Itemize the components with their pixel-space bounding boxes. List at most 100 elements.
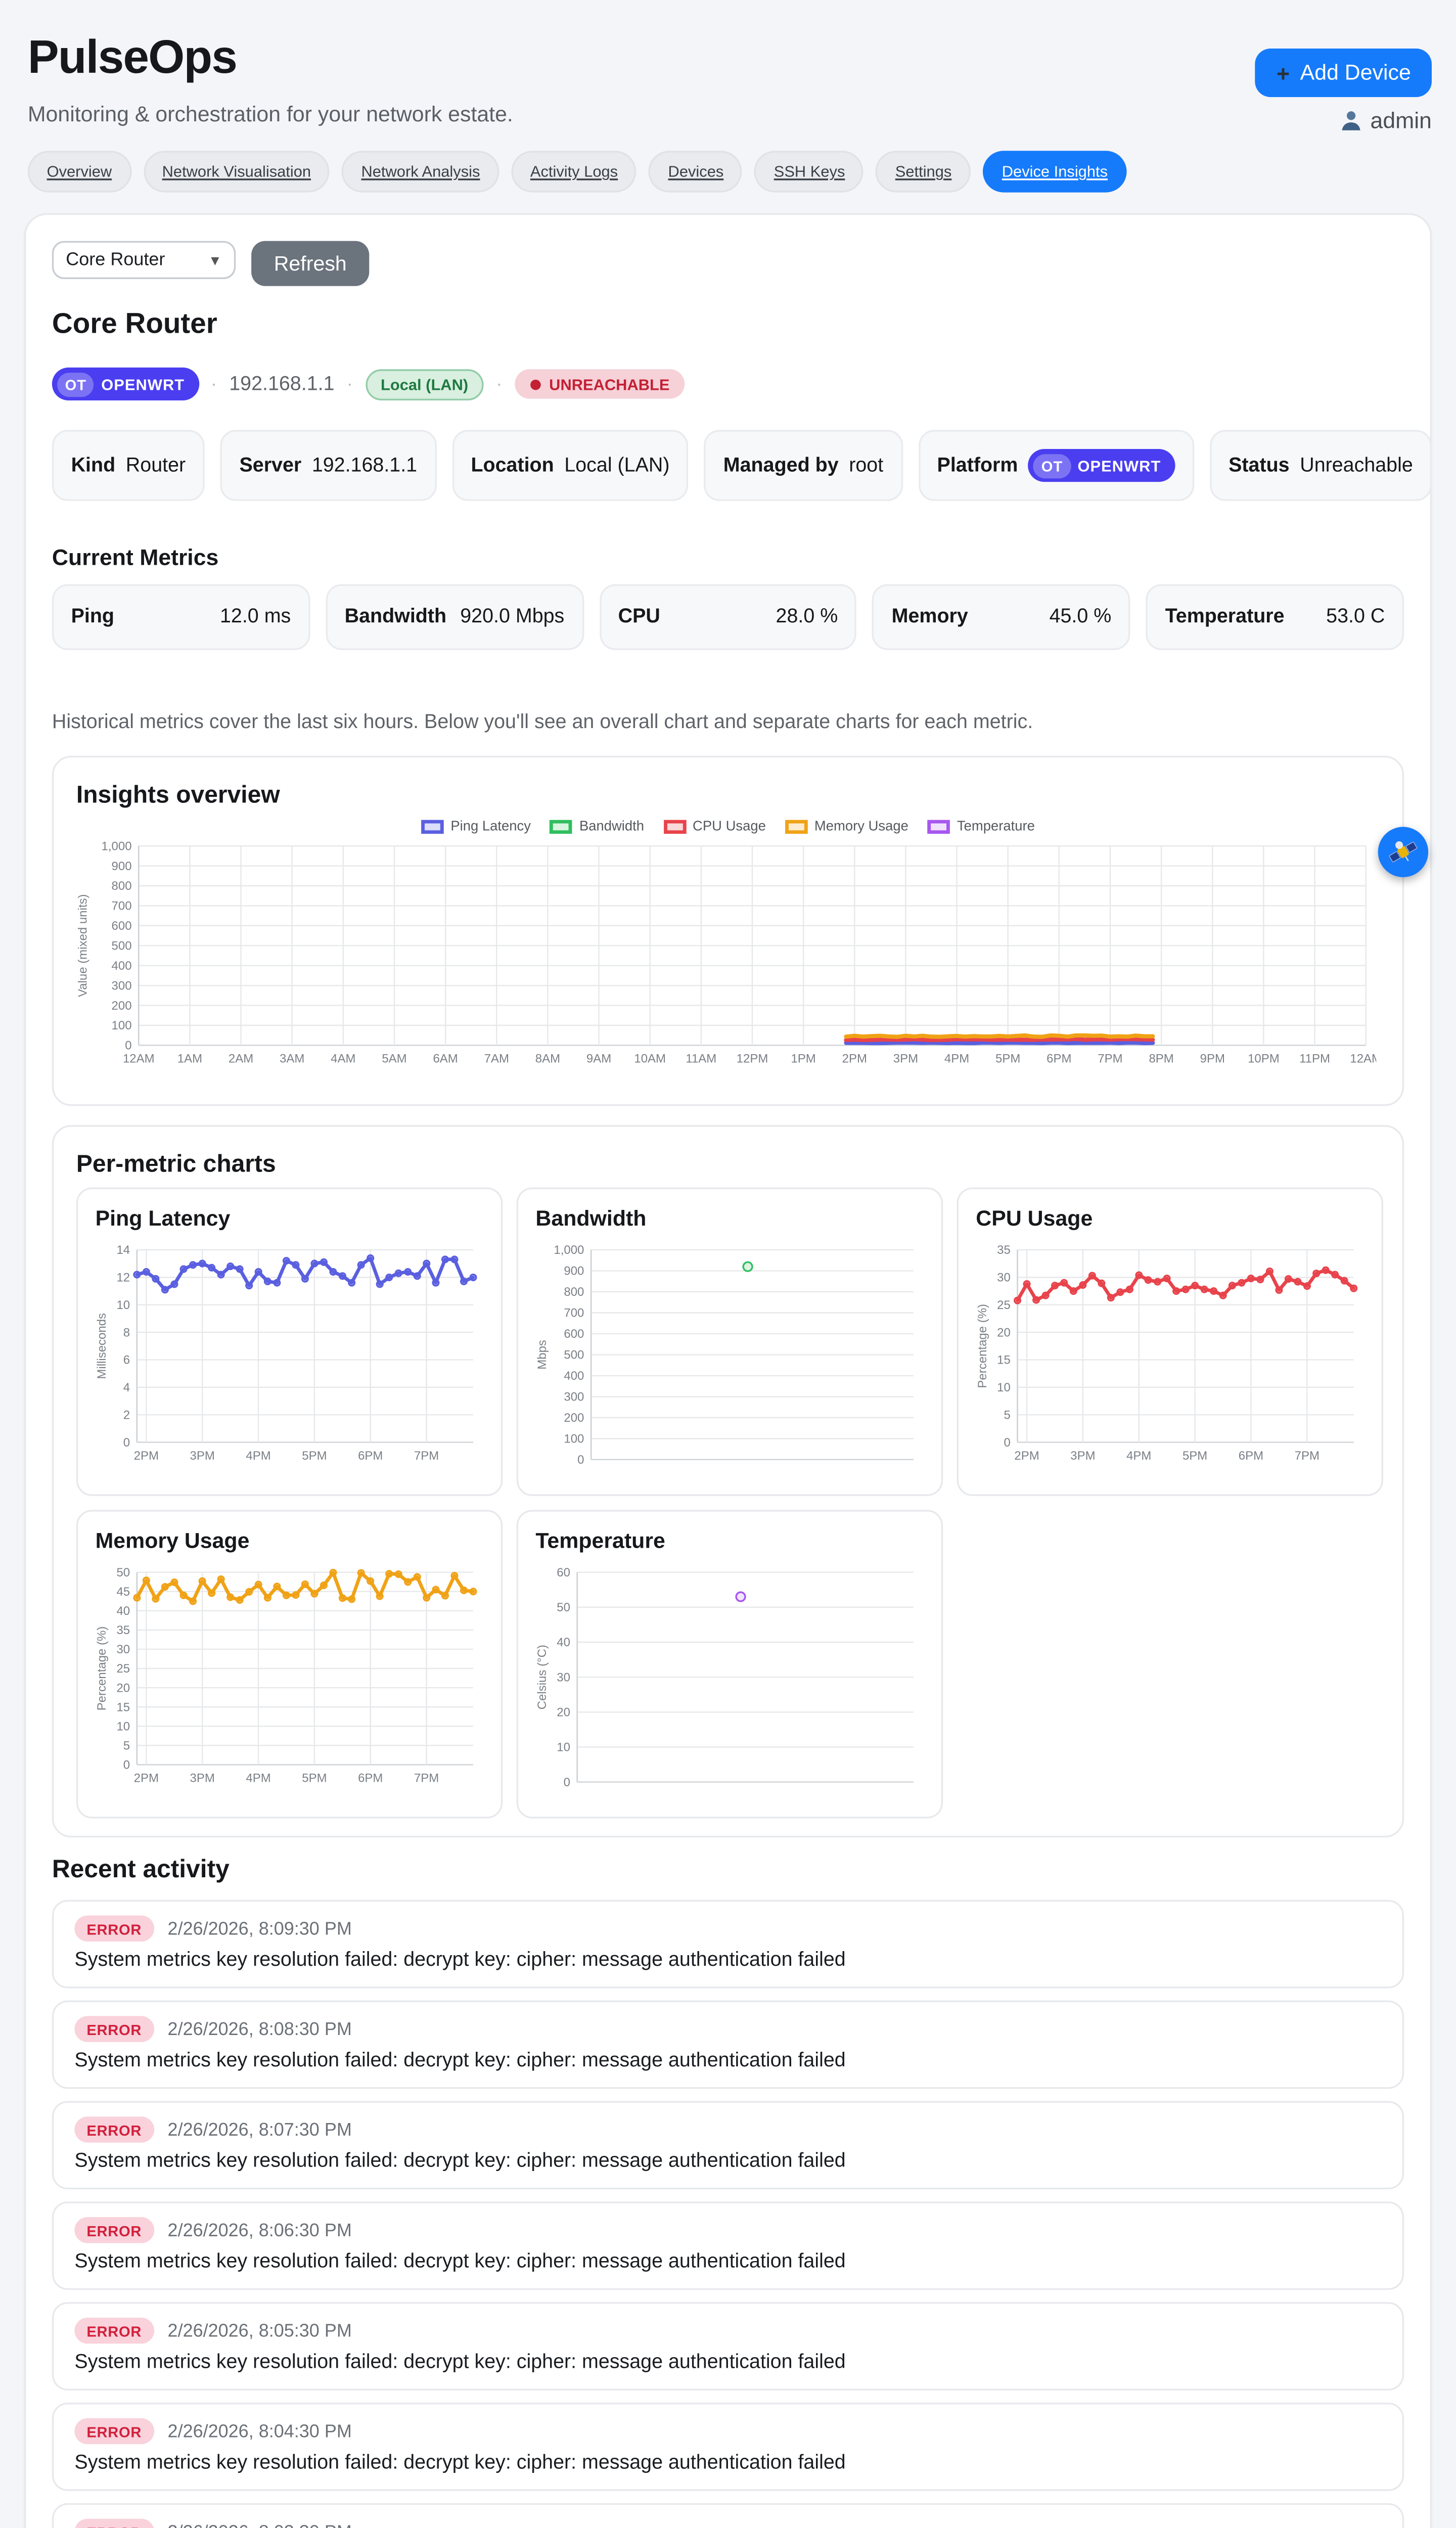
add-device-button[interactable]: + Add Device [1255,48,1432,97]
activity-timestamp: 2/26/2026, 8:04:30 PM [167,2420,352,2442]
activity-item: ERROR 2/26/2026, 8:07:30 PM System metrics… [52,2101,1404,2190]
tab-device-insights[interactable]: Device Insights [983,151,1127,193]
svg-text:Celsius (°C): Celsius (°C) [535,1645,549,1709]
activity-item: ERROR 2/26/2026, 8:09:30 PM System metrics… [52,1900,1404,1989]
platform-label: OPENWRT [1077,457,1161,474]
device-ip: 192.168.1.1 [229,373,335,394]
satellite-fab-button[interactable] [1378,827,1429,877]
activity-item-header: ERROR 2/26/2026, 8:06:30 PM [74,2217,1381,2243]
svg-text:1PM: 1PM [791,1052,815,1066]
app-subtitle: Monitoring & orchestration for your netw… [27,102,513,127]
device-select-value: Core Router [66,249,165,270]
svg-text:10AM: 10AM [634,1052,666,1066]
activity-item-header: ERROR 2/26/2026, 8:03:30 PM [74,2518,1381,2528]
platform-badge: OT OPENWRT [52,367,199,400]
activity-item: ERROR 2/26/2026, 8:06:30 PM System metrics… [52,2201,1404,2290]
legend-label: Ping Latency [450,818,531,834]
svg-text:14: 14 [116,1243,130,1257]
metric-card-temperature: Temperature 53.0 C [1146,584,1404,650]
info-card-label: Platform [937,455,1018,476]
satellite-icon [1389,841,1418,863]
app-header-right: + Add Device admin [1255,31,1432,133]
svg-text:800: 800 [112,879,132,893]
svg-text:500: 500 [112,939,132,953]
tab-network-visualisation[interactable]: Network Visualisation [143,151,330,193]
metric-card-value: 920.0 Mbps [460,606,565,628]
activity-level-badge: ERROR [74,2217,154,2243]
tab-bar: Overview Network Visualisation Network Ana… [0,151,1456,193]
svg-text:30: 30 [116,1643,130,1656]
svg-text:6PM: 6PM [358,1449,383,1463]
info-card-kind: Kind Router [52,430,205,501]
tab-network-analysis[interactable]: Network Analysis [342,151,499,193]
chart-card-memory-usage: Memory Usage 0 5 10 15 20 25 30 35 40 45 50 2PM 3PM 4P… [76,1510,503,1819]
svg-text:5AM: 5AM [382,1052,406,1066]
per-metric-heading: Per-metric charts [76,1149,276,1177]
svg-text:Percentage (%): Percentage (%) [96,1627,109,1711]
tab-devices[interactable]: Devices [649,151,743,193]
info-card-platform: Platform OT OPENWRT [918,430,1194,501]
activity-item-header: ERROR 2/26/2026, 8:08:30 PM [74,2016,1381,2042]
location-badge: Local (LAN) [365,368,484,400]
app-header: PulseOps Monitoring & orchestration for … [0,0,1456,151]
user-menu[interactable]: admin [1339,108,1432,133]
svg-text:9AM: 9AM [586,1052,611,1066]
tab-settings[interactable]: Settings [876,151,971,193]
refresh-button[interactable]: Refresh [251,241,370,286]
chart-legend: Ping Latency Bandwidth CPU Usage Memory Usa… [76,818,1380,834]
svg-text:4: 4 [123,1381,130,1394]
svg-text:11AM: 11AM [686,1052,716,1066]
svg-text:5PM: 5PM [302,1449,327,1463]
activity-item: ERROR 2/26/2026, 8:08:30 PM System metrics… [52,2000,1404,2089]
activity-level-badge: ERROR [74,1915,154,1942]
svg-text:4PM: 4PM [246,1772,270,1785]
info-card-value: Unreachable [1300,455,1413,476]
svg-text:6PM: 6PM [1239,1449,1263,1463]
activity-timestamp: 2/26/2026, 8:03:30 PM [168,2521,352,2528]
svg-text:12AM: 12AM [1350,1052,1376,1066]
svg-text:35: 35 [116,1623,130,1637]
svg-text:4PM: 4PM [944,1052,969,1066]
svg-text:40: 40 [116,1604,130,1618]
svg-text:1AM: 1AM [177,1052,202,1066]
svg-text:1,000: 1,000 [102,839,132,853]
insights-overview-panel: Insights overview Ping Latency Bandwidth C… [52,755,1404,1106]
tab-activity-logs[interactable]: Activity Logs [511,151,637,193]
svg-text:4AM: 4AM [331,1052,355,1066]
activity-level-badge: ERROR [74,2317,154,2344]
device-name-heading: Core Router [52,308,217,340]
activity-level-badge: ERROR [74,2016,154,2042]
activity-message: System metrics key resolution failed: de… [74,1950,846,1971]
svg-text:600: 600 [564,1327,584,1341]
svg-text:5PM: 5PM [302,1772,327,1785]
svg-text:30: 30 [997,1271,1011,1285]
activity-item-header: ERROR 2/26/2026, 8:07:30 PM [74,2116,1381,2143]
chart-card-bandwidth: Bandwidth 0 100 200 300 400 500 600 700 800 900 1,0… [516,1187,943,1496]
svg-text:0: 0 [564,1776,570,1789]
tab-ssh-keys[interactable]: SSH Keys [755,151,864,193]
svg-text:200: 200 [112,999,132,1013]
chart-card-title: Temperature [535,1528,665,1553]
svg-text:2PM: 2PM [1014,1449,1039,1463]
chevron-down-icon: ▼ [208,252,222,268]
temperature-chart: 0 10 20 30 40 50 60 Celsius (°C) [535,1566,914,1789]
tab-overview[interactable]: Overview [27,151,131,193]
device-info-row: Kind Router Server 192.168.1.1 Location Local… [52,430,1432,501]
svg-text:20: 20 [557,1706,570,1720]
device-badges: OT OPENWRT · 192.168.1.1 · Local (LAN) ·… [52,367,1404,400]
reachability-label: UNREACHABLE [549,375,670,393]
reachability-badge: UNREACHABLE [514,369,686,399]
legend-item-temperature: Temperature [927,818,1035,834]
metric-card-ping: Ping 12.0 ms [52,584,310,650]
current-metrics-row: Ping 12.0 ms Bandwidth 920.0 Mbps CPU 28.0 % M… [52,584,1404,650]
activity-timestamp: 2/26/2026, 8:07:30 PM [167,2119,352,2140]
svg-text:7PM: 7PM [414,1772,439,1785]
activity-message: System metrics key resolution failed: de… [74,2251,846,2273]
svg-text:6PM: 6PM [1046,1052,1071,1066]
metric-card-label: Bandwidth [344,606,447,628]
app-header-left: PulseOps Monitoring & orchestration for … [28,31,513,151]
svg-text:10: 10 [116,1720,130,1733]
info-card-value: Router [125,455,186,476]
device-select[interactable]: Core Router ▼ [52,241,236,279]
svg-text:7PM: 7PM [414,1449,439,1463]
